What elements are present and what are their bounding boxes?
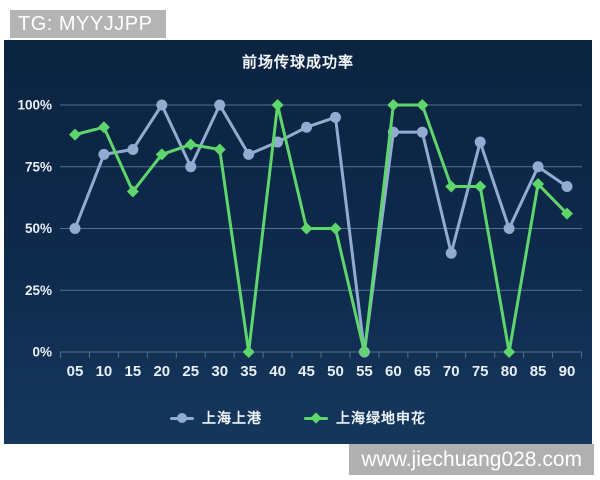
legend-item-shenhua: 上海绿地申花: [304, 408, 426, 428]
circle-marker-icon: [170, 412, 194, 424]
x-axis-label: 25: [182, 363, 199, 380]
data-point-marker: [156, 99, 168, 111]
data-point-marker: [503, 346, 516, 358]
website-watermark: www.jiechuang028.com: [349, 444, 594, 475]
data-point-marker: [561, 181, 573, 193]
data-point-marker: [127, 143, 139, 155]
data-point-marker: [416, 99, 429, 111]
data-point-marker: [445, 247, 457, 259]
data-point-marker: [69, 128, 81, 141]
legend-label: 上海绿地申花: [336, 410, 426, 426]
data-point-marker: [214, 99, 226, 111]
x-axis-label: 35: [240, 363, 257, 380]
data-point-marker: [213, 143, 226, 156]
chart-legend: 上海上港 上海绿地申花: [4, 408, 592, 428]
data-point-marker: [503, 223, 515, 234]
x-axis-label: 30: [211, 363, 228, 380]
data-point-marker: [184, 138, 197, 151]
data-point-marker: [561, 207, 573, 220]
data-point-marker: [243, 148, 255, 160]
x-axis-label: 10: [96, 363, 113, 380]
y-axis-label: 100%: [17, 98, 52, 113]
x-axis-label: 45: [298, 363, 315, 380]
legend-label: 上海上港: [202, 410, 262, 426]
line-chart: 100% 75% 50% 25% 0% 05 10 15 20 25 30 35 40 45 50 55 60 6…: [17, 98, 582, 380]
data-point-marker: [126, 185, 139, 198]
series-line-0: [73, 103, 569, 354]
x-axis-label: 15: [125, 363, 142, 380]
data-point-marker: [301, 121, 313, 133]
data-point-marker: [329, 222, 342, 235]
legend-item-sipg: 上海上港: [170, 408, 262, 428]
data-point-marker: [300, 222, 313, 235]
x-axis-label: 80: [501, 363, 518, 380]
data-point-marker: [474, 180, 487, 193]
chart-title: 前场传球成功率: [241, 54, 354, 71]
series-line-1: [73, 103, 569, 354]
x-axis-label: 65: [414, 363, 431, 380]
data-point-marker: [271, 99, 284, 111]
data-point-marker: [532, 178, 545, 191]
data-point-marker: [387, 99, 400, 111]
data-point-marker: [185, 161, 197, 173]
telegram-watermark: TG: MYYJJPP: [10, 10, 167, 38]
x-axis-label: 50: [327, 363, 344, 380]
x-axis-label: 05: [67, 363, 84, 380]
y-axis-label: 75%: [25, 159, 52, 174]
y-axis-label: 50%: [25, 221, 52, 236]
chart-panel: 前场传球成功率 100% 75% 50% 25% 0% 05 10 15 20 25 30 35 40 4…: [4, 40, 592, 444]
x-axis-label: 85: [530, 363, 547, 380]
x-axis-label: 90: [559, 363, 576, 380]
x-axis-label: 55: [356, 363, 373, 380]
x-axis-label: 70: [443, 363, 460, 380]
x-axis-label: 40: [269, 363, 286, 380]
x-axis-label: 20: [153, 363, 170, 380]
data-point-marker: [416, 126, 428, 138]
data-point-marker: [97, 121, 110, 134]
data-point-marker: [358, 346, 371, 358]
data-point-marker: [69, 223, 81, 234]
diamond-marker-icon: [304, 412, 328, 424]
data-point-marker: [474, 136, 486, 148]
x-axis-label: 75: [472, 363, 489, 380]
data-point-marker: [329, 111, 341, 123]
x-axis-label: 60: [385, 363, 402, 380]
data-point-marker: [445, 180, 458, 193]
y-axis-label: 0%: [32, 345, 52, 360]
y-axis-label: 25%: [25, 283, 52, 298]
data-point-marker: [98, 148, 110, 160]
data-point-marker: [155, 148, 168, 161]
data-point-marker: [532, 161, 544, 173]
data-point-marker: [242, 346, 255, 358]
